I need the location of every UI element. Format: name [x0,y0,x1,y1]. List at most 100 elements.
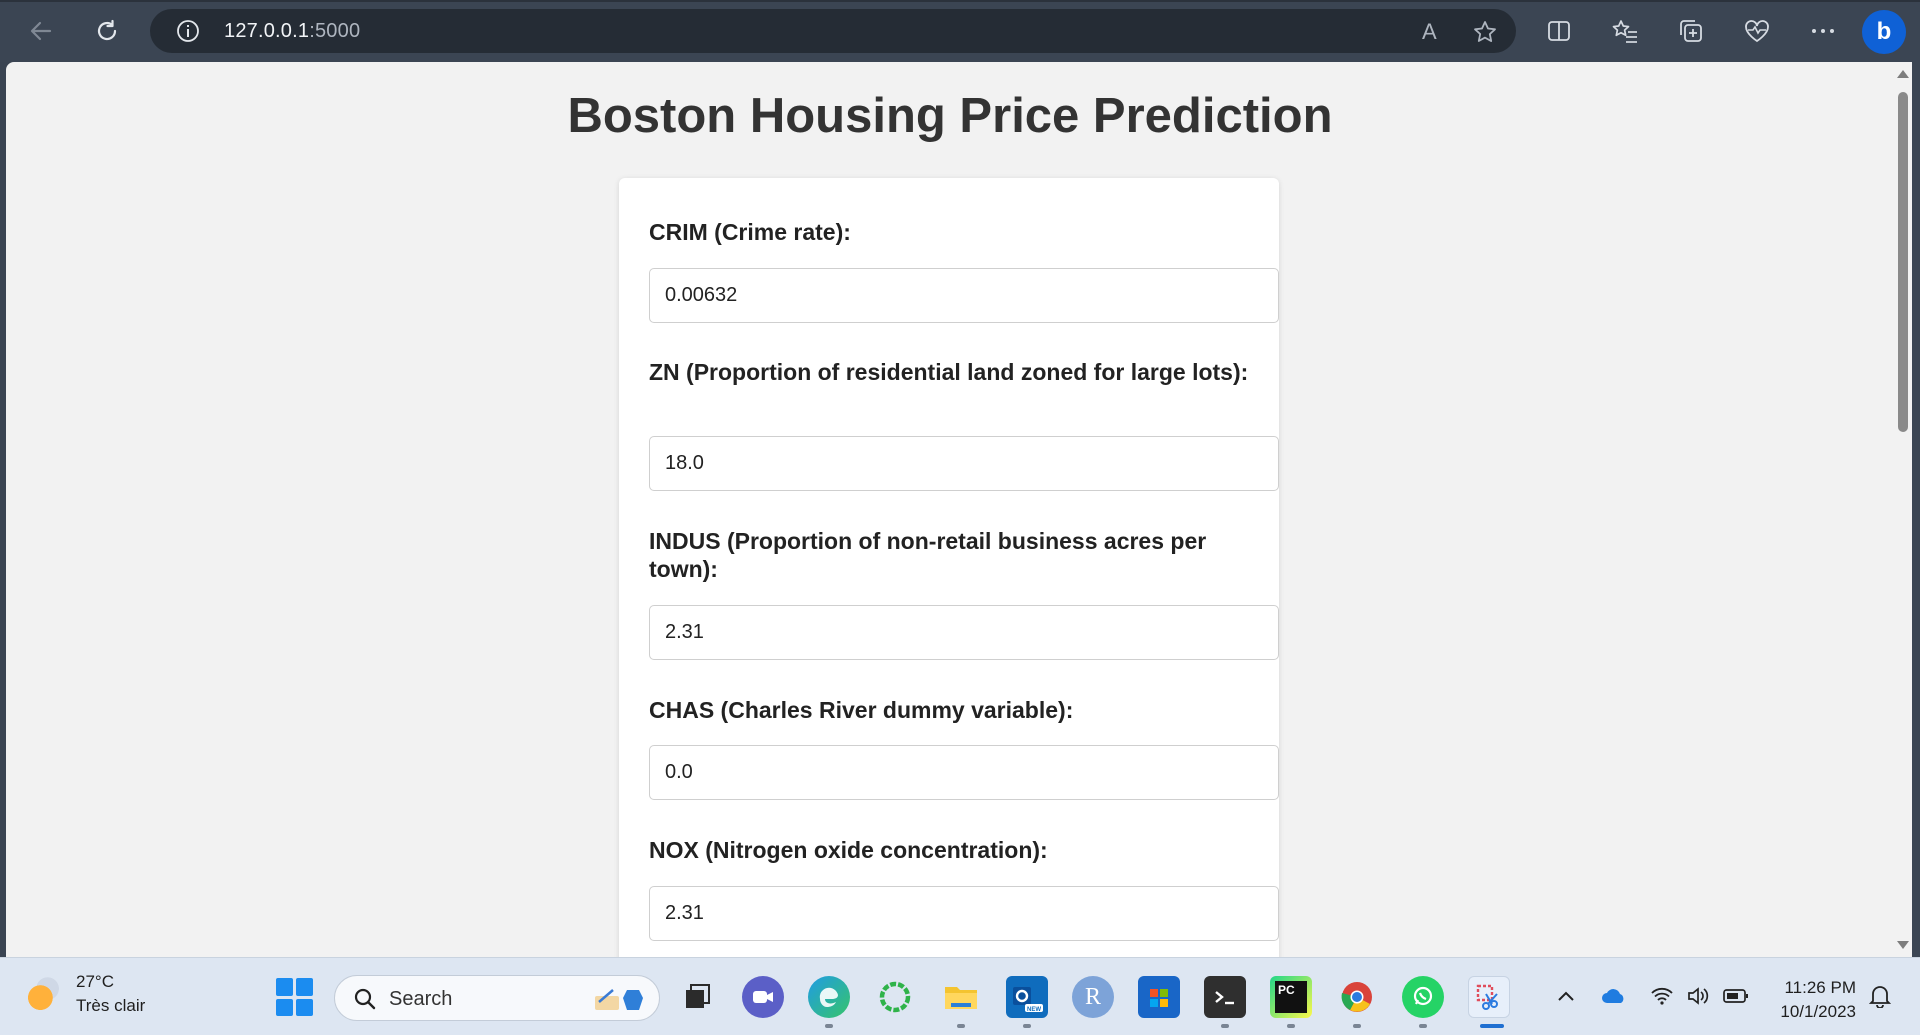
page-viewport: Boston Housing Price Prediction CRIM (Cr… [6,62,1894,957]
windows-taskbar: 27°C Très clair Search NEW R [0,957,1920,1035]
snipping-tool-icon [1476,984,1498,1010]
svg-text:NEW: NEW [1027,1007,1041,1013]
taskbar-search[interactable]: Search [334,975,660,1021]
outlook-running-indicator [1023,1024,1031,1028]
taskbar-clock[interactable]: 11:26 PM 10/1/2023 [1764,976,1856,1024]
copilot-ring-icon [879,981,911,1013]
weather-sun-cloud-icon [26,976,62,1012]
split-screen-icon [1548,21,1570,41]
wifi-button[interactable] [1648,982,1676,1010]
window-right-edge [1912,62,1920,957]
crim-label: CRIM (Crime rate): [649,219,851,245]
favorites-button[interactable] [1608,14,1642,48]
microsoft-store-button[interactable] [1138,976,1180,1018]
url-host: 127.0.0.1 [224,20,310,42]
windows-logo-tile [296,998,313,1016]
heart-pulse-icon [1745,20,1769,43]
nox-input[interactable] [649,886,1279,941]
terminal-icon [1215,991,1234,1005]
nox-label: NOX (Nitrogen oxide concentration): [649,837,1048,863]
battery-icon [1723,989,1748,1003]
clock-time: 11:26 PM [1784,978,1856,997]
weather-widget[interactable]: 27°C Très clair [26,972,145,1016]
page-scrollbar[interactable] [1894,62,1912,957]
whatsapp-button[interactable] [1402,976,1444,1018]
edge-button[interactable] [808,976,850,1018]
pycharm-icon: PC [1275,981,1307,1013]
url-text[interactable]: 127.0.0.1:5000 [224,20,360,43]
chas-input[interactable] [649,745,1279,800]
favorites-list-icon [1612,20,1637,43]
file-explorer-button[interactable] [940,976,982,1018]
browser-toolbar: 127.0.0.1:5000 A b [0,0,1920,62]
site-info-icon[interactable] [176,19,200,43]
windows-logo-tile [276,998,293,1016]
crim-input[interactable] [649,268,1279,323]
bing-b-icon: b [1876,18,1892,45]
start-button[interactable] [276,978,314,1016]
speaker-icon [1688,987,1709,1005]
terminal-running-indicator [1221,1024,1229,1028]
show-hidden-icons-button[interactable] [1552,982,1580,1010]
settings-more-button[interactable] [1806,14,1840,48]
scroll-down-arrow-icon[interactable] [1897,941,1909,949]
chrome-icon [1341,982,1372,1012]
store-icon [1150,989,1168,1007]
back-arrow-icon [30,21,52,41]
weather-condition: Très clair [76,996,146,1015]
weather-temperature: 27°C [76,972,114,991]
more-dots-icon [1812,29,1834,33]
teams-button[interactable] [742,976,784,1018]
prediction-form: CRIM (Crime rate): ZN (Proportion of res… [619,178,1279,957]
r-app-button[interactable]: R [1072,976,1114,1018]
address-bar[interactable]: 127.0.0.1:5000 A [150,9,1516,53]
chrome-button[interactable] [1336,976,1378,1018]
indus-label: INDUS (Proportion of non-retail business… [649,528,1207,582]
copilot-button[interactable] [874,976,916,1018]
clock-date: 10/1/2023 [1780,1002,1856,1021]
search-icon [354,988,376,1010]
chrome-running-indicator [1353,1024,1361,1028]
bing-copilot-button[interactable]: b [1862,10,1906,54]
back-button[interactable] [22,12,60,50]
scroll-up-arrow-icon[interactable] [1897,70,1909,78]
zn-input[interactable] [649,436,1279,491]
teams-icon [753,991,773,1003]
snipping-tool-active-indicator [1480,1024,1504,1028]
collections-icon [1680,20,1702,42]
pycharm-running-indicator [1287,1024,1295,1028]
scroll-thumb[interactable] [1898,92,1908,432]
wifi-icon [1651,987,1673,1005]
edge-icon [819,987,838,1007]
snipping-tool-button[interactable] [1468,976,1510,1018]
indus-input[interactable] [649,605,1279,660]
search-placeholder: Search [389,988,453,1010]
terminal-button[interactable] [1204,976,1246,1018]
outlook-new-icon: NEW [1013,987,1043,1013]
volume-button[interactable] [1684,982,1712,1010]
whatsapp-icon [1413,986,1433,1006]
notifications-button[interactable] [1866,982,1894,1010]
outlook-button[interactable]: NEW [1006,976,1048,1018]
read-aloud-icon[interactable]: A [1422,19,1448,45]
battery-button[interactable] [1722,982,1750,1010]
pycharm-button[interactable]: PC [1270,976,1312,1018]
favorite-star-icon[interactable] [1472,19,1498,45]
chas-label: CHAS (Charles River dummy variable): [649,697,1074,723]
windows-logo-tile [296,978,313,996]
split-screen-button[interactable] [1542,14,1576,48]
task-view-icon [686,984,710,1008]
notification-bell-icon [1869,986,1891,1008]
page-title: Boston Housing Price Prediction [567,89,1333,143]
onedrive-button[interactable] [1600,982,1628,1010]
whatsapp-running-indicator [1419,1024,1427,1028]
explorer-running-indicator [957,1024,965,1028]
collections-button[interactable] [1674,14,1708,48]
zn-label: ZN (Proportion of residential land zoned… [649,359,1249,385]
search-highlight-icon [595,989,643,1010]
edge-running-indicator [825,1024,833,1028]
browser-essentials-button[interactable] [1740,14,1774,48]
task-view-button[interactable] [676,976,718,1018]
read-aloud-letter: A [1422,19,1437,44]
refresh-button[interactable] [88,12,126,50]
